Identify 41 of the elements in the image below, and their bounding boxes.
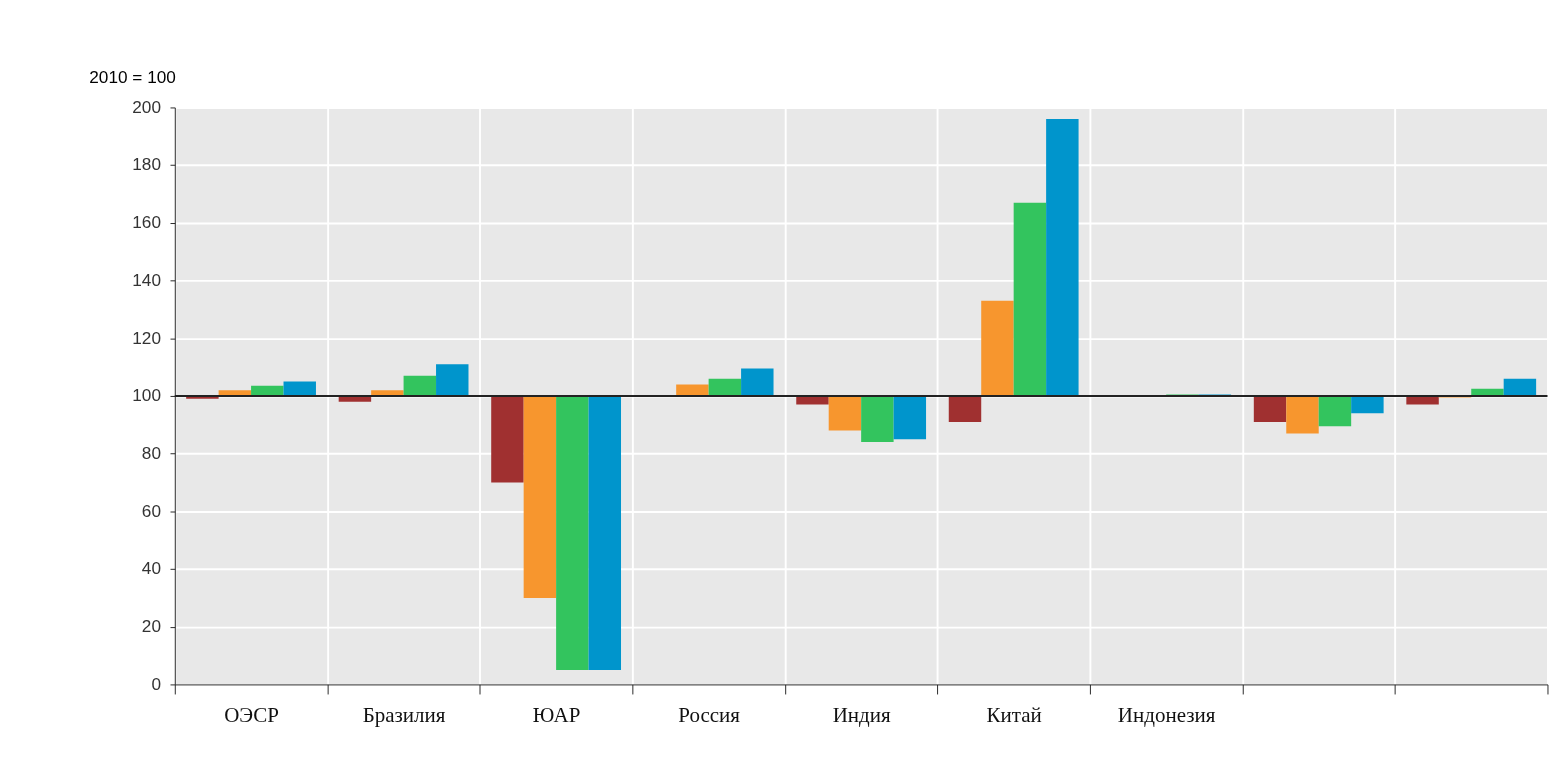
y-tick-label: 160 [132, 212, 161, 233]
bar [1351, 395, 1384, 414]
y-tick-label: 140 [132, 269, 161, 290]
bar [708, 378, 742, 396]
x-tick-label: Китай [986, 703, 1042, 728]
x-tick-label: ЮАР [532, 703, 581, 728]
bar [436, 364, 469, 396]
bar [861, 395, 894, 443]
y-tick-label: 40 [141, 558, 161, 579]
bar [1503, 378, 1537, 396]
x-tick-label: ОЭСР [224, 703, 279, 728]
y-tick-label: 180 [132, 154, 161, 175]
y-tick-label: 120 [132, 327, 161, 348]
bar [741, 368, 774, 396]
bar [588, 395, 622, 671]
y-axis-title: 2010 = 100 [89, 67, 176, 88]
y-tick-label: 200 [132, 96, 161, 117]
bar [491, 395, 524, 483]
y-tick-label: 20 [141, 615, 161, 636]
bar [251, 385, 284, 396]
bar [828, 395, 862, 431]
bar [948, 395, 982, 422]
bar [1318, 395, 1352, 427]
bar [1286, 395, 1319, 434]
bar [523, 395, 557, 598]
y-tick-label: 80 [141, 442, 161, 463]
bar [1013, 202, 1047, 396]
x-tick-label: Индонезия [1117, 703, 1216, 728]
bar [403, 375, 437, 396]
x-tick-label: Россия [678, 703, 741, 728]
bar [1253, 395, 1287, 422]
y-tick-label: 0 [151, 673, 161, 694]
bar [556, 395, 589, 671]
x-tick-label: Индия [832, 703, 891, 728]
y-tick-label: 100 [132, 385, 161, 406]
bar [676, 384, 709, 396]
bar [981, 300, 1014, 396]
bar [1046, 119, 1079, 396]
bar [893, 395, 927, 440]
y-tick-label: 60 [141, 500, 161, 521]
x-tick-label: Бразилия [362, 703, 446, 728]
